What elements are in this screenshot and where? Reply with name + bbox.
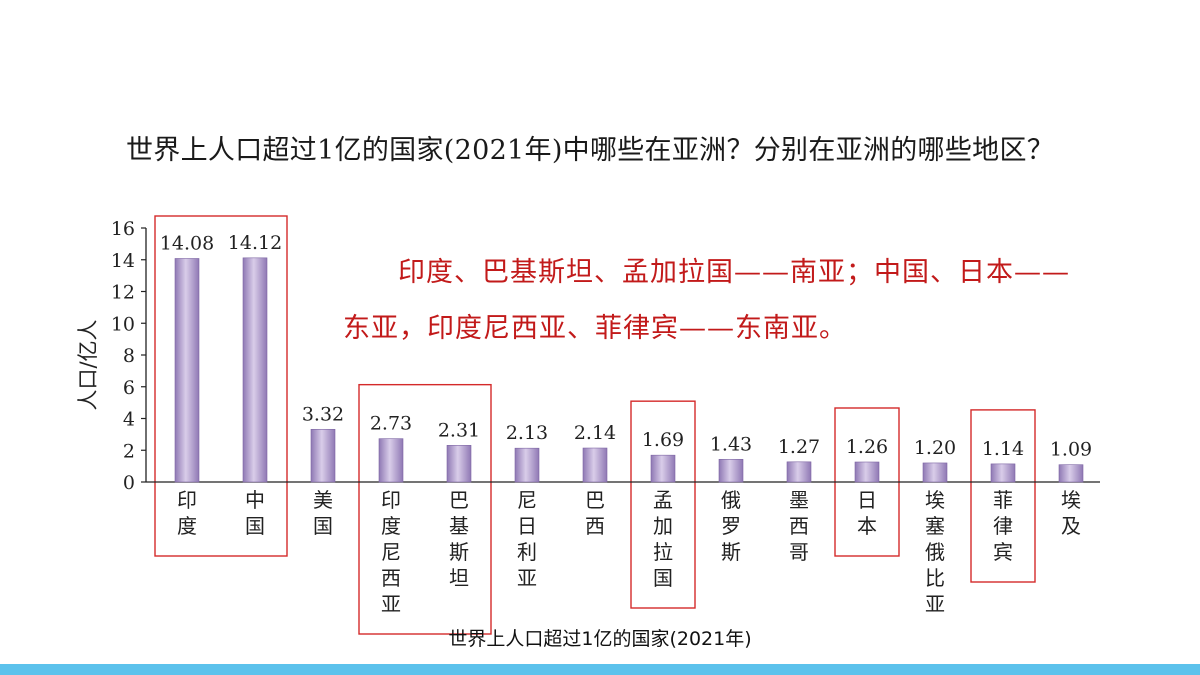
highlight-box-asia [154,215,288,557]
category-label: 印度尼西亚 [381,488,401,616]
bar-俄罗斯 [718,458,744,483]
value-label: 2.31 [438,419,480,441]
y-tick-label: 14 [111,250,135,272]
value-label: 1.43 [710,433,752,455]
value-label: 1.09 [1050,439,1092,461]
value-label: 3.32 [302,403,344,425]
bar-印度尼西亚 [378,438,404,483]
category-label: 菲律宾 [993,488,1013,564]
answer-line-1: 印度、巴基斯坦、孟加拉国——南亚；中国、日本—— [398,257,1070,288]
value-label: 1.20 [914,437,956,459]
value-label: 2.13 [506,422,548,444]
highlight-box-asia [358,383,492,635]
bottom-accent-bar [0,664,1200,675]
bar-印度 [174,258,200,483]
highlight-box-asia [630,400,696,609]
answer-line-2: 东亚，印度尼西亚、菲律宾——东南亚。 [343,313,847,344]
value-label: 2.73 [370,413,412,435]
bar-日本 [854,461,880,483]
category-label: 美国 [313,488,333,538]
value-label: 1.26 [846,436,888,458]
y-tick-label: 12 [111,282,135,304]
y-tick-label: 8 [123,345,135,367]
question-title: 世界上人口超过1亿的国家(2021年)中哪些在亚洲？分别在亚洲的哪些地区？ [126,135,1055,166]
bar-巴西 [582,447,608,483]
value-label: 2.14 [574,422,616,444]
category-label: 埃塞俄比亚 [925,488,945,616]
bar-埃及 [1058,464,1084,483]
category-label: 墨西哥 [789,488,809,564]
y-axis-label: 人口/亿人 [76,319,100,410]
bar-菲律宾 [990,463,1016,483]
category-label: 孟加拉国 [653,488,673,590]
value-label: 1.14 [982,438,1024,460]
y-tick-label: 10 [111,313,135,335]
category-label: 俄罗斯 [721,488,741,564]
y-tick-label: 0 [123,472,135,494]
bar-埃塞俄比亚 [922,462,948,483]
category-label: 印度 [177,488,197,538]
bar-孟加拉国 [650,454,676,483]
category-label: 中国 [245,488,265,538]
category-label: 埃及 [1061,488,1081,538]
highlight-box-asia [970,409,1036,583]
bar-巴基斯坦 [446,445,472,483]
category-label: 日本 [857,488,877,538]
y-tick-label: 6 [123,377,135,399]
y-tick-label: 16 [111,218,135,240]
bar-美国 [310,428,336,483]
value-label: 14.12 [228,232,282,254]
category-label: 巴西 [585,488,605,538]
y-tick-label: 4 [123,409,135,431]
chart-caption: 世界上人口超过1亿的国家(2021年) [448,628,752,650]
bar-中国 [242,257,268,483]
bar-墨西哥 [786,461,812,483]
value-label: 14.08 [160,232,214,254]
y-tick-label: 2 [123,440,135,462]
value-label: 1.69 [642,429,684,451]
category-label: 巴基斯坦 [449,488,469,590]
value-label: 1.27 [778,436,820,458]
category-label: 尼日利亚 [517,488,537,590]
bar-尼日利亚 [514,447,540,483]
